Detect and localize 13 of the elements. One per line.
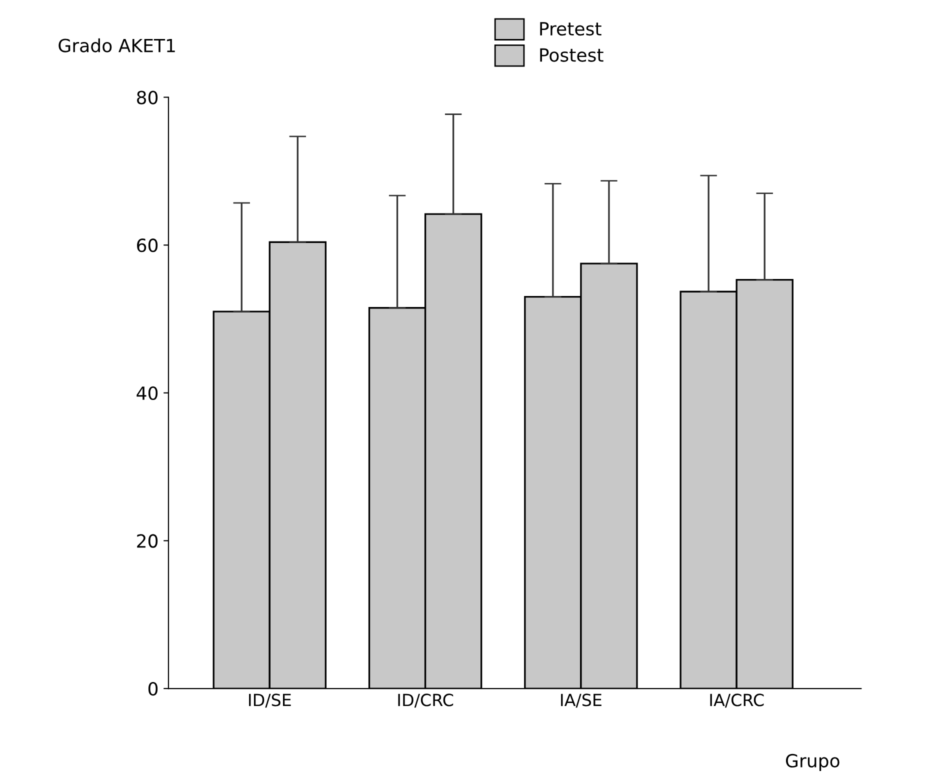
x-tick-label: IA/CRC bbox=[710, 694, 764, 708]
y-tick-label: 40 bbox=[136, 386, 158, 400]
x-tick-label: IA/SE bbox=[561, 694, 602, 708]
legend-label: Postest bbox=[540, 48, 604, 62]
y-tick-label: 80 bbox=[137, 90, 158, 104]
legend-label: Pretest bbox=[540, 22, 602, 36]
x-axis-title: Grupo bbox=[786, 754, 840, 772]
y-axis-title: Grado AKET1 bbox=[58, 38, 175, 52]
y-tick-label: 0 bbox=[148, 682, 158, 696]
x-tick-label: ID/SE bbox=[249, 694, 291, 708]
y-tick-label: 20 bbox=[137, 534, 158, 548]
x-tick-label: ID/CRC bbox=[398, 694, 454, 708]
y-tick-label: 60 bbox=[137, 238, 158, 252]
